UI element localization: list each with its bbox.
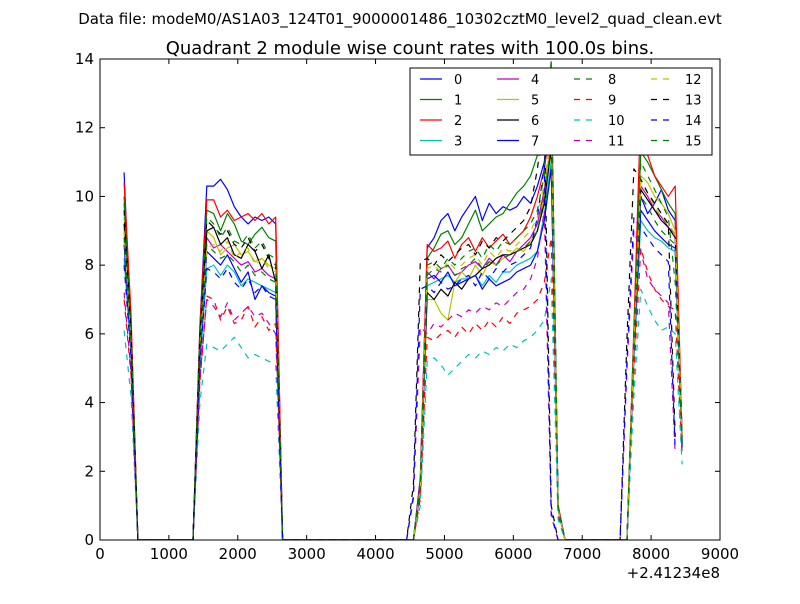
axes-frame — [99, 58, 721, 541]
legend-label-1: 1 — [454, 94, 462, 109]
x-tick-label: 7000 — [563, 545, 601, 563]
legend-label-6: 6 — [531, 114, 539, 129]
legend-label-0: 0 — [454, 73, 462, 88]
legend-label-8: 8 — [608, 73, 616, 88]
series-line-1 — [123, 75, 683, 540]
legend-label-3: 3 — [454, 135, 462, 150]
plot-area — [123, 59, 683, 540]
series-line-15 — [123, 59, 683, 540]
series-line-9 — [123, 237, 683, 540]
x-tick-label: 3000 — [288, 545, 326, 563]
y-tick-label: 6 — [84, 325, 94, 343]
x-tick-label: 6000 — [494, 545, 532, 563]
x-axis-offset-label: +2.41234e8 — [627, 564, 720, 582]
legend-label-10: 10 — [608, 114, 625, 129]
series-line-0 — [123, 92, 683, 540]
legend-box — [409, 67, 713, 156]
x-tick-label: 1000 — [150, 545, 188, 563]
series-line-14 — [123, 164, 676, 540]
series-line-12 — [123, 130, 683, 540]
legend-label-5: 5 — [531, 94, 539, 109]
series-line-6 — [123, 147, 683, 540]
legend-label-12: 12 — [685, 73, 702, 88]
legend-label-14: 14 — [685, 114, 702, 129]
series-line-8 — [123, 144, 683, 540]
x-tick-label: 5000 — [425, 545, 463, 563]
y-tick-label: 2 — [84, 462, 94, 480]
data-file-label: Data file: modeM0/AS1A03_124T01_90000014… — [78, 10, 722, 28]
series-line-10 — [123, 278, 683, 540]
legend-label-2: 2 — [454, 114, 462, 129]
y-tick-label: 8 — [84, 256, 94, 274]
series-line-5 — [123, 134, 683, 540]
y-tick-label: 10 — [75, 187, 94, 205]
x-tick-label: 4000 — [356, 545, 394, 563]
series-line-2 — [123, 106, 683, 540]
y-tick-label: 4 — [84, 394, 94, 412]
legend-label-4: 4 — [531, 73, 539, 88]
series-line-7 — [123, 168, 683, 540]
legend-label-7: 7 — [531, 135, 539, 150]
x-tick-label: 0 — [95, 545, 105, 563]
x-tick-label: 8000 — [632, 545, 670, 563]
legend-label-9: 9 — [608, 94, 616, 109]
series-line-11 — [123, 209, 676, 540]
series-line-13 — [123, 113, 676, 540]
axes: 0 1000 2000 3000 4000 5000 6000 7000 8000 9000 0 2 4… — [75, 50, 739, 563]
legend-label-11: 11 — [608, 135, 625, 150]
x-tick-label: 2000 — [219, 545, 257, 563]
y-tick-label: 0 — [84, 531, 94, 549]
y-tick-label: 14 — [75, 50, 94, 68]
series-line-4 — [123, 140, 683, 540]
legend-label-13: 13 — [685, 94, 702, 109]
y-tick-label: 12 — [75, 119, 94, 137]
legend-label-15: 15 — [685, 135, 702, 150]
chart-title: Quadrant 2 module wise count rates with … — [166, 38, 655, 59]
x-tick-label: 9000 — [701, 545, 739, 563]
series-line-3 — [123, 161, 683, 540]
